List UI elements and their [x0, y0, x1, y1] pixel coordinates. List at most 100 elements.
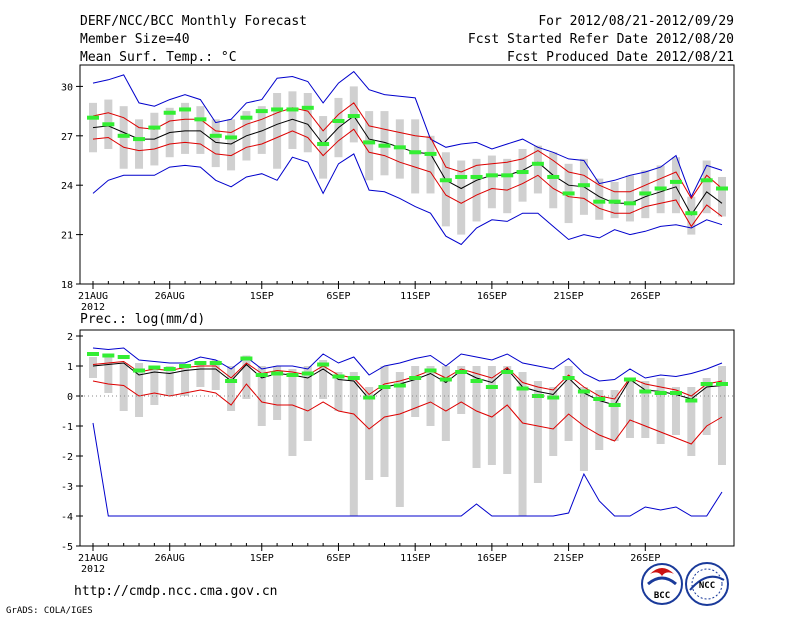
prec-ytick-label: -3: [61, 482, 73, 493]
prec-box: [625, 378, 634, 438]
temp-box: [181, 102, 190, 154]
footer-url[interactable]: http://cmdp.ncc.cma.gov.cn: [74, 584, 278, 599]
prec-observed-marker: [148, 365, 161, 370]
ncc-logo-text: NCC: [699, 581, 715, 591]
prec-box: [319, 360, 328, 399]
prec-observed-marker: [654, 391, 667, 395]
prec-box: [457, 366, 466, 414]
temp-observed-marker: [439, 178, 452, 183]
temp-observed-marker: [393, 145, 406, 150]
temp-observed-marker: [716, 186, 728, 191]
temp-xtick-year: 2012: [81, 302, 105, 313]
temp-box: [718, 176, 726, 217]
prec-observed-marker: [194, 361, 207, 365]
temp-xtick-label: 6SEP: [326, 291, 350, 302]
temp-observed-marker: [87, 115, 99, 120]
prec-observed-marker: [179, 364, 192, 368]
temp-xtick-label: 16SEP: [477, 291, 507, 302]
bcc-logo-text: BCC: [654, 591, 670, 601]
temp-box: [702, 160, 711, 214]
temp-observed-marker: [700, 178, 713, 183]
temp-observed-marker: [117, 133, 130, 138]
temp-observed-marker: [531, 161, 544, 166]
temp-box: [411, 119, 420, 194]
prec-xtick-label: 26SEP: [630, 553, 660, 564]
prec-observed-marker: [470, 379, 483, 383]
prec-box: [671, 387, 680, 435]
temp-observed-marker: [225, 135, 238, 140]
prec-observed-marker: [669, 391, 682, 395]
temp-observed-marker: [547, 174, 560, 179]
temp-box: [257, 106, 266, 154]
prec-xtick-label: 21SEP: [554, 553, 584, 564]
prec-box: [656, 378, 665, 444]
chart-title: DERF/NCC/BCC Monthly Forecast: [80, 14, 307, 29]
prec-xtick-label: 16SEP: [477, 553, 507, 564]
temp-xtick-label: 11SEP: [400, 291, 430, 302]
prec-observed-marker: [240, 356, 253, 361]
prec-box: [718, 366, 726, 465]
temp-observed-marker: [577, 183, 590, 188]
prec-observed-marker: [363, 395, 376, 400]
prec-observed-marker: [87, 352, 99, 356]
prec-box: [579, 387, 588, 471]
prec-min-line: [92, 422, 723, 517]
prec-box: [518, 372, 527, 516]
prec-box: [426, 366, 435, 426]
temp-observed-marker: [455, 174, 468, 179]
temp-observed-marker: [409, 150, 422, 155]
temp-observed-marker: [363, 140, 376, 145]
forecast-start-date: Fcst Started Refer Date 2012/08/20: [468, 32, 734, 47]
temp-observed-marker: [516, 170, 529, 175]
prec-box: [702, 378, 711, 435]
prec-ytick-label: -2: [61, 452, 73, 463]
prec-observed-marker: [623, 377, 636, 382]
temp-xtick-label: 21SEP: [554, 291, 584, 302]
temp-ytick-label: 24: [61, 181, 73, 192]
temp-box: [211, 119, 220, 168]
temp-observed-marker: [133, 137, 146, 142]
temp-observed-marker: [194, 117, 207, 122]
prec-box: [610, 390, 619, 441]
temp-box: [426, 135, 435, 194]
temp-box: [625, 175, 634, 222]
prec-xtick-year: 2012: [81, 564, 105, 575]
prec-ytick-label: -1: [61, 422, 73, 433]
temp-ytick-label: 21: [61, 231, 73, 242]
prec-xtick-label: 11SEP: [400, 553, 430, 564]
prec-box: [288, 369, 297, 456]
prec-box: [349, 372, 358, 516]
prec-observed-marker: [332, 374, 345, 379]
prec-observed-marker: [593, 397, 606, 401]
prec-box: [641, 381, 650, 438]
temp-box: [472, 158, 481, 222]
prec-mean-line: [92, 362, 723, 406]
temp-observed-marker: [654, 186, 667, 191]
temp-ytick-label: 27: [61, 132, 73, 143]
temp-observed-marker: [102, 122, 115, 127]
temp-box: [365, 111, 374, 181]
prec-box: [242, 355, 251, 399]
prec-observed-marker: [501, 370, 514, 374]
prec-box: [257, 366, 266, 426]
temp-box: [303, 92, 312, 153]
prec-observed-marker: [301, 371, 314, 376]
prec-box: [564, 366, 573, 441]
temp-box: [273, 92, 282, 169]
temp-observed-marker: [378, 143, 391, 148]
temp-observed-marker: [593, 199, 606, 204]
prec-ytick-label: -4: [61, 512, 73, 523]
prec-observed-marker: [700, 382, 713, 386]
temp-box: [441, 152, 450, 227]
temp-xtick-label: 26SEP: [630, 291, 660, 302]
prec-box: [119, 363, 128, 411]
forecast-period: For 2012/08/21-2012/09/29: [538, 14, 734, 29]
temp-observed-marker: [347, 114, 360, 119]
temp-box: [549, 152, 558, 209]
prec-observed-marker: [133, 368, 146, 373]
temp-observed-marker: [501, 173, 514, 178]
prec-box: [165, 366, 174, 396]
temp-frame: [79, 64, 735, 285]
